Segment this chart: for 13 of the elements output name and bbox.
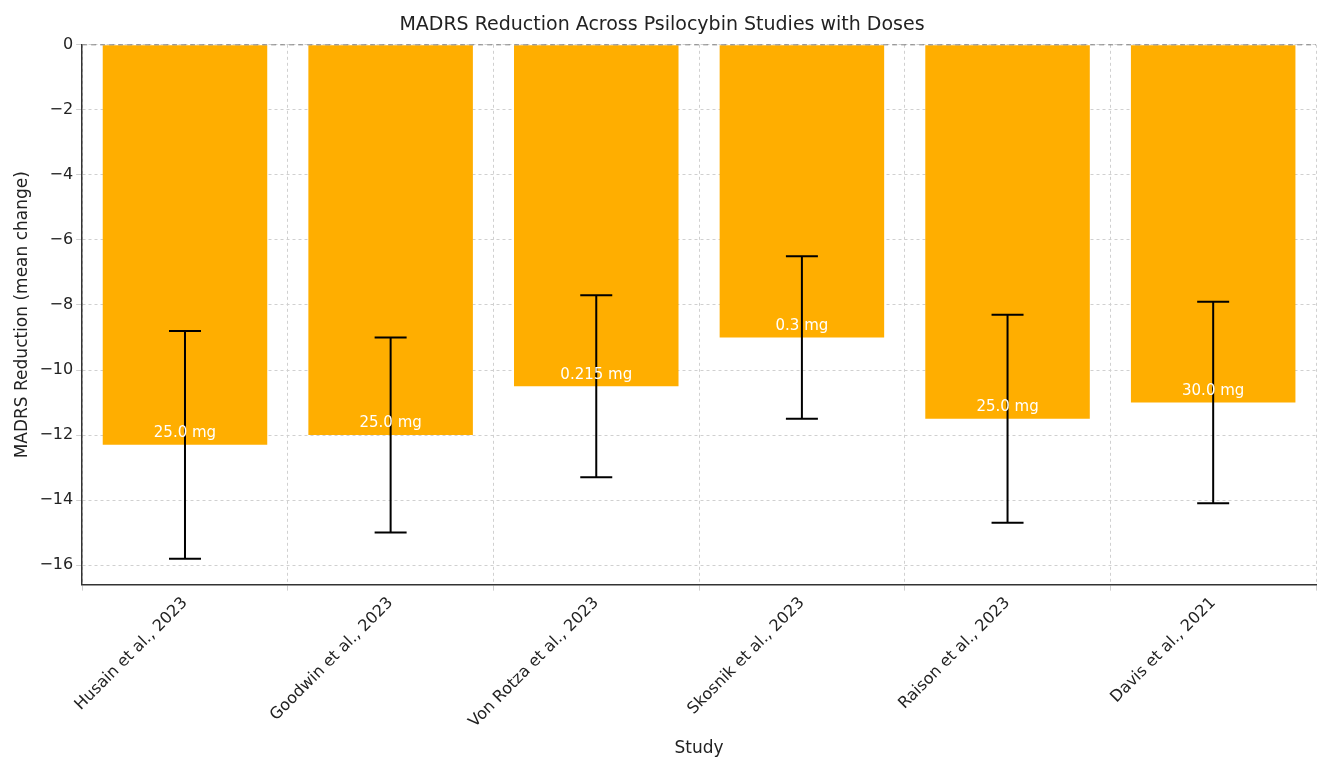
y-tick-label: −4: [49, 164, 74, 184]
y-axis-title: MADRS Reduction (mean change): [10, 171, 31, 459]
y-tick-label: −2: [49, 99, 74, 118]
y-tick-label: −12: [39, 424, 74, 444]
x-axis-title: Study: [674, 737, 724, 758]
y-tick-label: 0: [62, 33, 74, 53]
y-tick-label: −6: [49, 229, 74, 249]
annotation: 0.3 mg: [775, 315, 829, 334]
y-tick-label: −10: [39, 359, 74, 379]
y-tick-label: −14: [39, 489, 74, 509]
chart-title: MADRS Reduction Across Psilocybin Studies with Doses: [399, 12, 925, 35]
y-tick-label: −16: [39, 554, 74, 574]
y-tick-label: −8: [49, 294, 74, 314]
